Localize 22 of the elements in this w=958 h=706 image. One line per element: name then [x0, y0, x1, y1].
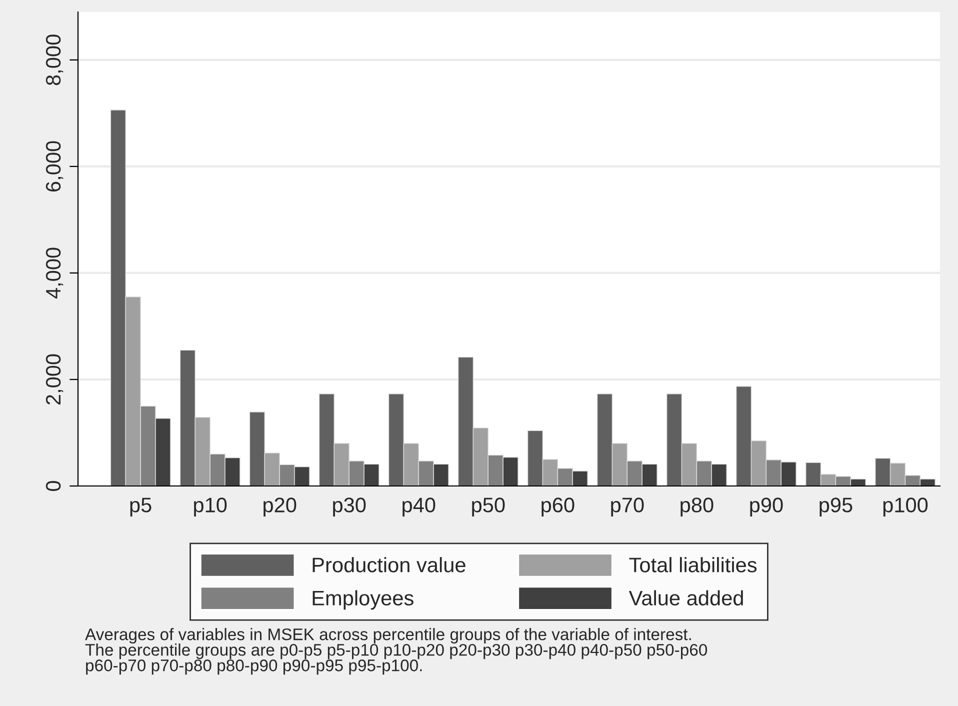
legend-label: Employees [312, 590, 414, 610]
x-tick-label: p80 [680, 498, 714, 517]
x-tick-label: p100 [883, 498, 928, 517]
legend-label: Production value [312, 557, 466, 572]
x-tick-label: p40 [402, 498, 436, 517]
y-tick-label: 6,000 [46, 141, 64, 192]
y-tick-label: 2,000 [46, 354, 64, 404]
x-tick-label: p95 [820, 498, 852, 517]
y-tick-label: 8,000 [46, 34, 64, 86]
x-tick-label: p60 [542, 498, 574, 517]
x-tick-label: p5 [130, 498, 152, 517]
x-tick-label: p20 [264, 498, 296, 517]
legend-label: Total liabilities [629, 557, 757, 572]
x-tick-label: p10 [194, 498, 227, 517]
text: Averages of variables in MSEK across percentile groups of the variable of interest. The percentile groups are p0-p5 p5-p10 p10-p20 p20-p30 p30-p40 p40-p50 p50-p60 p60-p70 p70-p80 p80-p90 p90-p95 p95-p100. [85, 628, 708, 675]
y-tick-label: 0 [46, 481, 61, 491]
x-tick-label: p90 [750, 498, 783, 517]
legend-label: Value added [628, 590, 743, 606]
x-tick-label: p30 [333, 498, 366, 517]
y-tick-label: 4,000 [46, 248, 64, 299]
x-tick-label: p50 [472, 498, 505, 517]
x-tick-label: p70 [611, 498, 644, 517]
